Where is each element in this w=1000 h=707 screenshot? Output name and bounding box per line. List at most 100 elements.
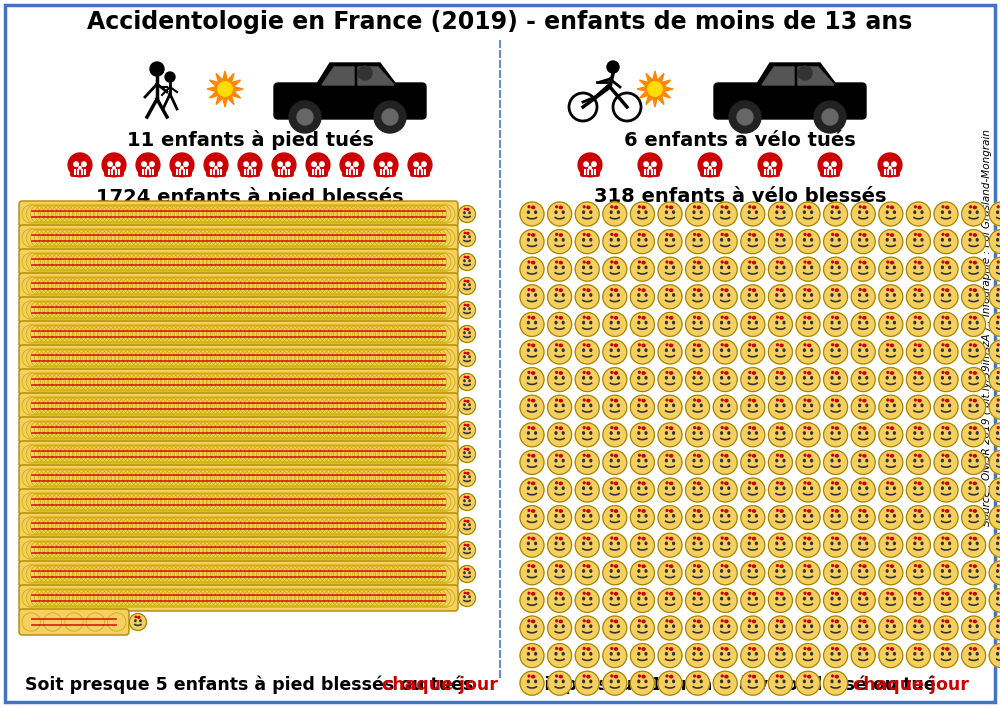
Circle shape [173, 493, 191, 511]
Ellipse shape [464, 476, 465, 477]
Ellipse shape [921, 515, 923, 517]
Ellipse shape [949, 404, 950, 407]
Ellipse shape [283, 166, 285, 169]
Circle shape [340, 469, 359, 487]
Ellipse shape [611, 565, 613, 566]
Circle shape [282, 469, 300, 487]
Ellipse shape [859, 377, 860, 379]
Circle shape [962, 478, 986, 502]
Ellipse shape [946, 592, 949, 595]
Ellipse shape [780, 399, 783, 402]
Ellipse shape [562, 653, 564, 655]
Circle shape [64, 349, 82, 367]
Circle shape [47, 541, 66, 559]
Circle shape [277, 589, 296, 607]
Circle shape [428, 205, 447, 223]
Ellipse shape [535, 349, 536, 351]
Circle shape [378, 421, 396, 439]
Ellipse shape [464, 308, 465, 310]
Ellipse shape [832, 261, 833, 263]
Circle shape [219, 493, 237, 511]
Circle shape [139, 397, 158, 415]
Circle shape [110, 373, 128, 391]
Ellipse shape [863, 372, 866, 374]
Circle shape [257, 493, 275, 511]
Circle shape [156, 445, 174, 463]
Circle shape [273, 253, 292, 271]
Circle shape [206, 469, 225, 487]
Circle shape [257, 229, 275, 247]
Circle shape [658, 368, 682, 392]
Circle shape [51, 253, 70, 271]
Ellipse shape [780, 455, 783, 457]
Circle shape [290, 565, 308, 583]
Circle shape [741, 643, 765, 667]
Ellipse shape [464, 280, 466, 281]
Circle shape [198, 229, 216, 247]
Circle shape [185, 421, 204, 439]
Ellipse shape [831, 570, 833, 572]
Ellipse shape [721, 455, 723, 456]
Ellipse shape [997, 653, 998, 655]
Ellipse shape [645, 238, 647, 241]
Ellipse shape [970, 537, 971, 539]
Circle shape [713, 643, 737, 667]
Circle shape [353, 325, 371, 343]
Circle shape [39, 229, 57, 247]
Circle shape [796, 395, 820, 419]
Circle shape [432, 300, 451, 319]
Ellipse shape [756, 349, 757, 351]
Ellipse shape [700, 460, 702, 462]
Ellipse shape [618, 460, 619, 462]
Circle shape [399, 229, 417, 247]
Circle shape [39, 517, 57, 535]
Circle shape [35, 300, 53, 319]
Ellipse shape [590, 680, 592, 682]
Circle shape [231, 205, 250, 223]
FancyBboxPatch shape [19, 249, 458, 275]
Circle shape [416, 253, 434, 271]
Circle shape [395, 349, 413, 367]
Circle shape [123, 373, 141, 391]
Ellipse shape [973, 565, 976, 568]
Circle shape [181, 421, 200, 439]
Ellipse shape [780, 620, 783, 623]
Circle shape [796, 423, 820, 447]
Circle shape [548, 506, 572, 530]
Circle shape [361, 349, 380, 367]
Ellipse shape [583, 427, 585, 428]
Circle shape [131, 205, 149, 223]
Circle shape [64, 421, 82, 439]
Circle shape [386, 373, 405, 391]
Circle shape [123, 493, 141, 511]
Ellipse shape [887, 233, 889, 235]
Circle shape [290, 300, 308, 319]
Ellipse shape [645, 267, 647, 269]
Circle shape [307, 325, 325, 343]
Ellipse shape [614, 262, 618, 264]
Ellipse shape [611, 620, 613, 621]
Circle shape [177, 349, 195, 367]
Circle shape [520, 202, 544, 226]
Circle shape [336, 253, 354, 271]
Circle shape [906, 506, 930, 530]
Ellipse shape [776, 211, 778, 214]
Ellipse shape [559, 427, 562, 429]
Circle shape [336, 565, 354, 583]
Ellipse shape [863, 289, 866, 291]
Ellipse shape [639, 537, 640, 539]
Circle shape [244, 349, 262, 367]
Ellipse shape [638, 294, 640, 296]
Ellipse shape [756, 487, 757, 489]
Ellipse shape [562, 680, 564, 682]
Ellipse shape [866, 322, 868, 324]
Ellipse shape [832, 162, 836, 166]
Circle shape [139, 253, 158, 271]
Ellipse shape [639, 675, 640, 677]
Ellipse shape [467, 472, 469, 474]
Circle shape [437, 493, 455, 511]
Circle shape [265, 277, 283, 296]
Circle shape [353, 397, 371, 415]
Circle shape [135, 469, 153, 487]
Circle shape [148, 373, 166, 391]
